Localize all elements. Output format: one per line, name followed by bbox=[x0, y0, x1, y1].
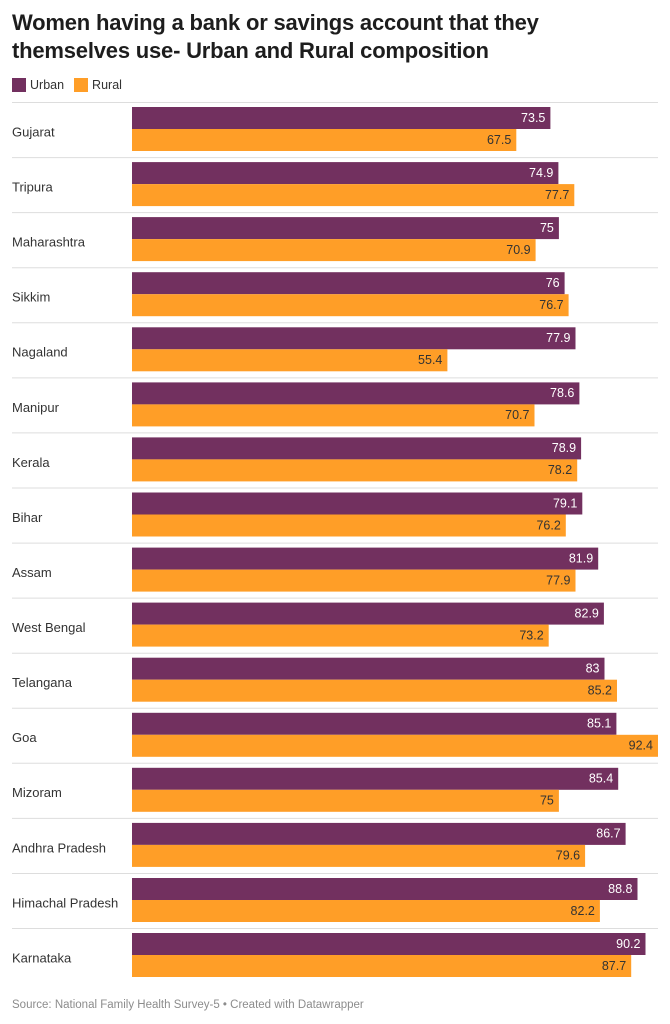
bar-urban-bihar bbox=[132, 492, 583, 515]
value-label-rural-mizoram: 75 bbox=[540, 794, 554, 808]
legend-label-urban: Urban bbox=[30, 78, 65, 92]
chart-title: Women having a bank or savings account t… bbox=[12, 10, 539, 63]
bar-urban-manipur bbox=[132, 382, 580, 405]
bar-rural-sikkim bbox=[132, 294, 569, 317]
value-label-rural-bihar: 76.2 bbox=[536, 518, 560, 532]
value-label-urban-tripura: 74.9 bbox=[529, 166, 553, 180]
category-label-bihar: Bihar bbox=[12, 510, 43, 525]
legend-item-rural: Rural bbox=[74, 78, 122, 92]
bar-rural-kerala bbox=[132, 459, 578, 482]
legend-swatch-urban bbox=[12, 78, 26, 92]
bar-rural-maharashtra bbox=[132, 239, 536, 262]
bar-rural-manipur bbox=[132, 404, 535, 427]
bar-urban-himachal-pradesh bbox=[132, 878, 638, 900]
bar-rural-bihar bbox=[132, 514, 566, 537]
value-label-urban-goa: 85.1 bbox=[587, 717, 611, 731]
value-label-urban-karnataka: 90.2 bbox=[616, 937, 640, 951]
bar-urban-telangana bbox=[132, 657, 605, 680]
value-label-rural-west-bengal: 73.2 bbox=[519, 628, 543, 642]
value-label-rural-telangana: 85.2 bbox=[588, 683, 612, 697]
category-label-nagaland: Nagaland bbox=[12, 345, 68, 360]
value-label-rural-himachal-pradesh: 82.2 bbox=[571, 904, 595, 918]
bar-urban-nagaland bbox=[132, 327, 576, 350]
category-label-manipur: Manipur bbox=[12, 400, 60, 415]
bar-urban-goa bbox=[132, 712, 617, 735]
value-label-urban-telangana: 83 bbox=[586, 661, 600, 675]
value-label-urban-kerala: 78.9 bbox=[552, 441, 576, 455]
value-label-rural-nagaland: 55.4 bbox=[418, 353, 442, 367]
bar-urban-assam bbox=[132, 547, 599, 570]
bar-urban-gujarat bbox=[132, 107, 551, 129]
bar-urban-west-bengal bbox=[132, 602, 604, 625]
category-label-andhra-pradesh: Andhra Pradesh bbox=[12, 840, 106, 855]
bar-rural-gujarat bbox=[132, 129, 517, 151]
bar-rural-tripura bbox=[132, 184, 575, 207]
bar-urban-tripura bbox=[132, 162, 559, 185]
value-label-urban-west-bengal: 82.9 bbox=[575, 606, 599, 620]
value-label-urban-himachal-pradesh: 88.8 bbox=[608, 882, 632, 896]
bar-rural-west-bengal bbox=[132, 624, 549, 647]
bar-rural-goa bbox=[132, 734, 658, 757]
bar-rural-assam bbox=[132, 569, 576, 592]
bar-rural-telangana bbox=[132, 679, 617, 702]
bar-urban-andhra-pradesh bbox=[132, 822, 626, 845]
category-label-assam: Assam bbox=[12, 565, 52, 580]
source-note: Source: National Family Health Survey-5 … bbox=[12, 999, 364, 1011]
value-label-rural-tripura: 77.7 bbox=[545, 188, 569, 202]
value-label-rural-gujarat: 67.5 bbox=[487, 133, 511, 147]
category-label-sikkim: Sikkim bbox=[12, 290, 50, 305]
value-label-rural-maharashtra: 70.9 bbox=[506, 243, 530, 257]
bar-urban-kerala bbox=[132, 437, 582, 460]
category-label-goa: Goa bbox=[12, 730, 37, 745]
value-label-urban-manipur: 78.6 bbox=[550, 386, 574, 400]
bar-rural-nagaland bbox=[132, 349, 448, 372]
value-label-urban-andhra-pradesh: 86.7 bbox=[596, 827, 620, 841]
value-label-rural-manipur: 70.7 bbox=[505, 408, 529, 422]
category-label-tripura: Tripura bbox=[12, 180, 53, 195]
legend-swatch-rural bbox=[74, 78, 89, 92]
category-label-kerala: Kerala bbox=[12, 455, 50, 470]
bar-urban-karnataka bbox=[132, 933, 646, 955]
value-label-rural-assam: 77.9 bbox=[546, 573, 570, 587]
category-label-telangana: Telangana bbox=[12, 675, 73, 690]
legend-label-rural: Rural bbox=[92, 78, 122, 92]
value-label-urban-sikkim: 76 bbox=[546, 276, 560, 290]
bar-rural-karnataka bbox=[132, 955, 632, 977]
value-label-rural-kerala: 78.2 bbox=[548, 463, 572, 477]
category-label-gujarat: Gujarat bbox=[12, 124, 55, 139]
value-label-urban-mizoram: 85.4 bbox=[589, 772, 613, 786]
value-label-rural-karnataka: 87.7 bbox=[602, 959, 626, 973]
category-label-west-bengal: West Bengal bbox=[12, 620, 86, 635]
bar-rural-himachal-pradesh bbox=[132, 900, 600, 922]
category-label-maharashtra: Maharashtra bbox=[12, 235, 86, 250]
bar-rural-mizoram bbox=[132, 789, 559, 812]
category-label-mizoram: Mizoram bbox=[12, 785, 62, 800]
bar-rural-andhra-pradesh bbox=[132, 844, 586, 867]
legend-item-urban: Urban bbox=[12, 78, 64, 92]
value-label-rural-sikkim: 76.7 bbox=[539, 298, 563, 312]
category-label-himachal-pradesh: Himachal Pradesh bbox=[12, 895, 118, 910]
value-label-urban-maharashtra: 75 bbox=[540, 221, 554, 235]
category-label-karnataka: Karnataka bbox=[12, 950, 72, 965]
bar-urban-sikkim bbox=[132, 272, 565, 295]
bar-urban-maharashtra bbox=[132, 217, 559, 240]
bar-urban-mizoram bbox=[132, 767, 619, 790]
value-label-rural-goa: 92.4 bbox=[629, 739, 653, 753]
value-label-urban-gujarat: 73.5 bbox=[521, 111, 545, 125]
value-label-rural-andhra-pradesh: 79.6 bbox=[556, 849, 580, 863]
value-label-urban-bihar: 79.1 bbox=[553, 496, 577, 510]
value-label-urban-assam: 81.9 bbox=[569, 551, 593, 565]
value-label-urban-nagaland: 77.9 bbox=[546, 331, 570, 345]
legend: Urban Rural bbox=[12, 77, 132, 93]
